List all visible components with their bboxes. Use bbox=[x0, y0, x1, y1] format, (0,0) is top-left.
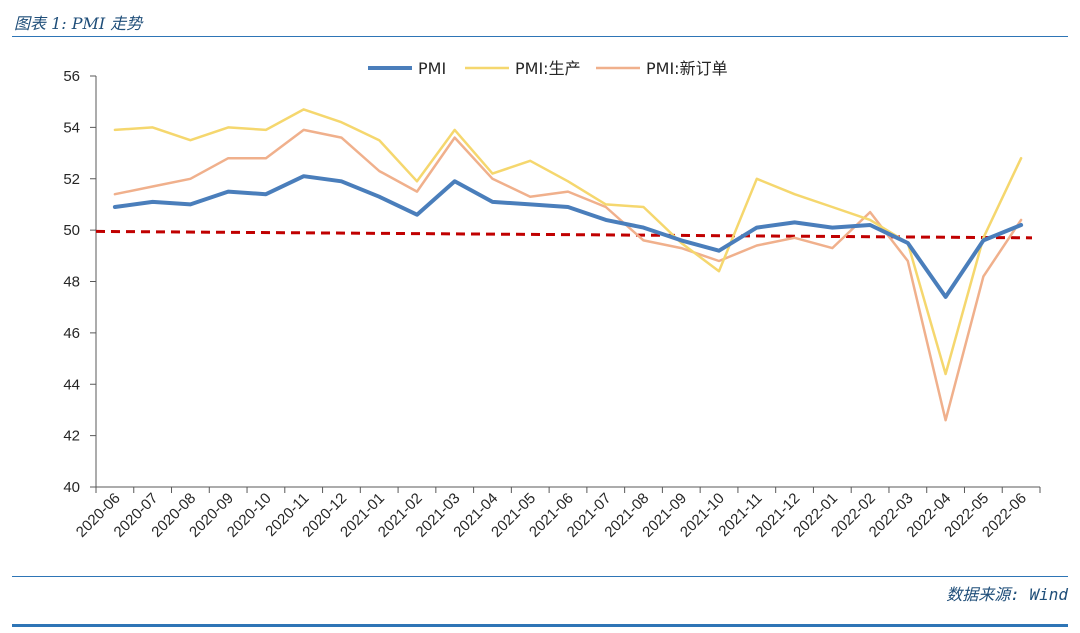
series-layer bbox=[112, 108, 1024, 422]
y-tick-label: 56 bbox=[63, 68, 80, 85]
series-line bbox=[113, 108, 1023, 376]
y-tick-label: 52 bbox=[63, 171, 80, 188]
chart-legend: PMI PMI:生产 PMI:新订单 bbox=[368, 59, 728, 78]
y-tick-label: 50 bbox=[63, 222, 80, 239]
top-rule bbox=[12, 36, 1068, 37]
trendline bbox=[95, 229, 1033, 240]
bottom-rule bbox=[12, 576, 1068, 577]
y-tick-label: 40 bbox=[63, 479, 80, 496]
legend-label: PMI bbox=[418, 59, 446, 78]
y-tick-label: 46 bbox=[63, 325, 80, 342]
trendline-layer bbox=[95, 229, 1033, 240]
source-note: 数据来源: Wind bbox=[946, 585, 1068, 604]
y-tick-label: 54 bbox=[63, 119, 80, 136]
series-line bbox=[112, 174, 1024, 299]
legend-label: PMI:生产 bbox=[515, 59, 581, 78]
page-bottom-rule bbox=[12, 624, 1068, 627]
y-tick-label: 42 bbox=[63, 428, 80, 445]
figure-title: 图表 1: PMI 走势 bbox=[14, 14, 143, 33]
y-tick-label: 44 bbox=[63, 376, 80, 393]
y-tick-label: 48 bbox=[63, 274, 80, 291]
chart-axes: 4042444648505254562020-062020-072020-082… bbox=[63, 68, 1041, 541]
series-line bbox=[113, 128, 1023, 422]
legend-label: PMI:新订单 bbox=[646, 59, 728, 78]
